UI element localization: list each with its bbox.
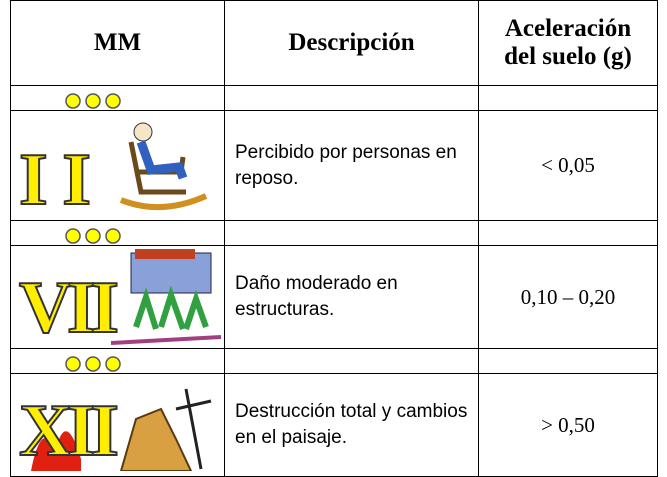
image-cell: II [10,110,225,221]
dots [65,228,121,244]
header-cell: Descripción [224,0,479,86]
acceleration-cell: < 0,05 [478,110,658,221]
acceleration-cell: > 0,50 [478,373,658,477]
people [133,284,209,330]
header-cell: Aceleración del suelo (g) [478,0,658,86]
dot [85,228,101,244]
spacer-row [10,348,658,374]
debris [110,334,222,345]
header-row: MM Descripción Aceleración del suelo (g) [10,0,658,86]
table-body: II Percibido por personas en reposo. < 0,0… [10,85,658,477]
spacer-row [10,85,658,111]
dot [65,356,81,372]
image-cell: VII [10,245,225,349]
dots [65,93,121,109]
dots [65,356,121,372]
spacer-cell [224,220,479,246]
dot [85,356,101,372]
roman-numeral: II [19,139,91,220]
spacer-cell [224,85,479,111]
dot [85,93,101,109]
spacer-cell [478,85,658,111]
dot [105,93,121,109]
fire [31,431,81,471]
spacer-cell [478,348,658,374]
dots-cell [10,85,225,111]
illustration: II [18,122,208,220]
rubble [119,407,193,471]
head [133,122,153,141]
illustration: VII [18,248,222,348]
description-cell: Percibido por personas en reposo. [224,110,479,221]
spacer-cell [224,348,479,374]
dot [105,356,121,372]
dots-cell [10,220,225,246]
spacer-row [10,220,658,246]
roman-numeral: VII [19,267,119,348]
intensity-table: MM Descripción Aceleración del suelo (g)… [10,0,658,477]
pole [175,388,212,470]
roman-numeral: XII [19,390,119,471]
intensity-row: VII Daño moderado en estructuras. 0,10 – 0… [10,245,658,349]
intensity-row: XII Destrucción total y cambios en el pai… [10,373,658,477]
sign [135,248,195,259]
header-cell: MM [10,0,225,86]
dot [105,228,121,244]
image-cell: XII [10,373,225,477]
dots-cell [10,348,225,374]
rocker [119,192,208,210]
spacer-cell [478,220,658,246]
intensity-row: II Percibido por personas en reposo. < 0,0… [10,110,658,221]
description-cell: Destrucción total y cambios en el paisaj… [224,373,479,477]
acceleration-cell: 0,10 – 0,20 [478,245,658,349]
dot [65,93,81,109]
illustration: XII [18,388,212,471]
description-cell: Daño moderado en estructuras. [224,245,479,349]
dot [65,228,81,244]
body-figure [136,139,188,180]
